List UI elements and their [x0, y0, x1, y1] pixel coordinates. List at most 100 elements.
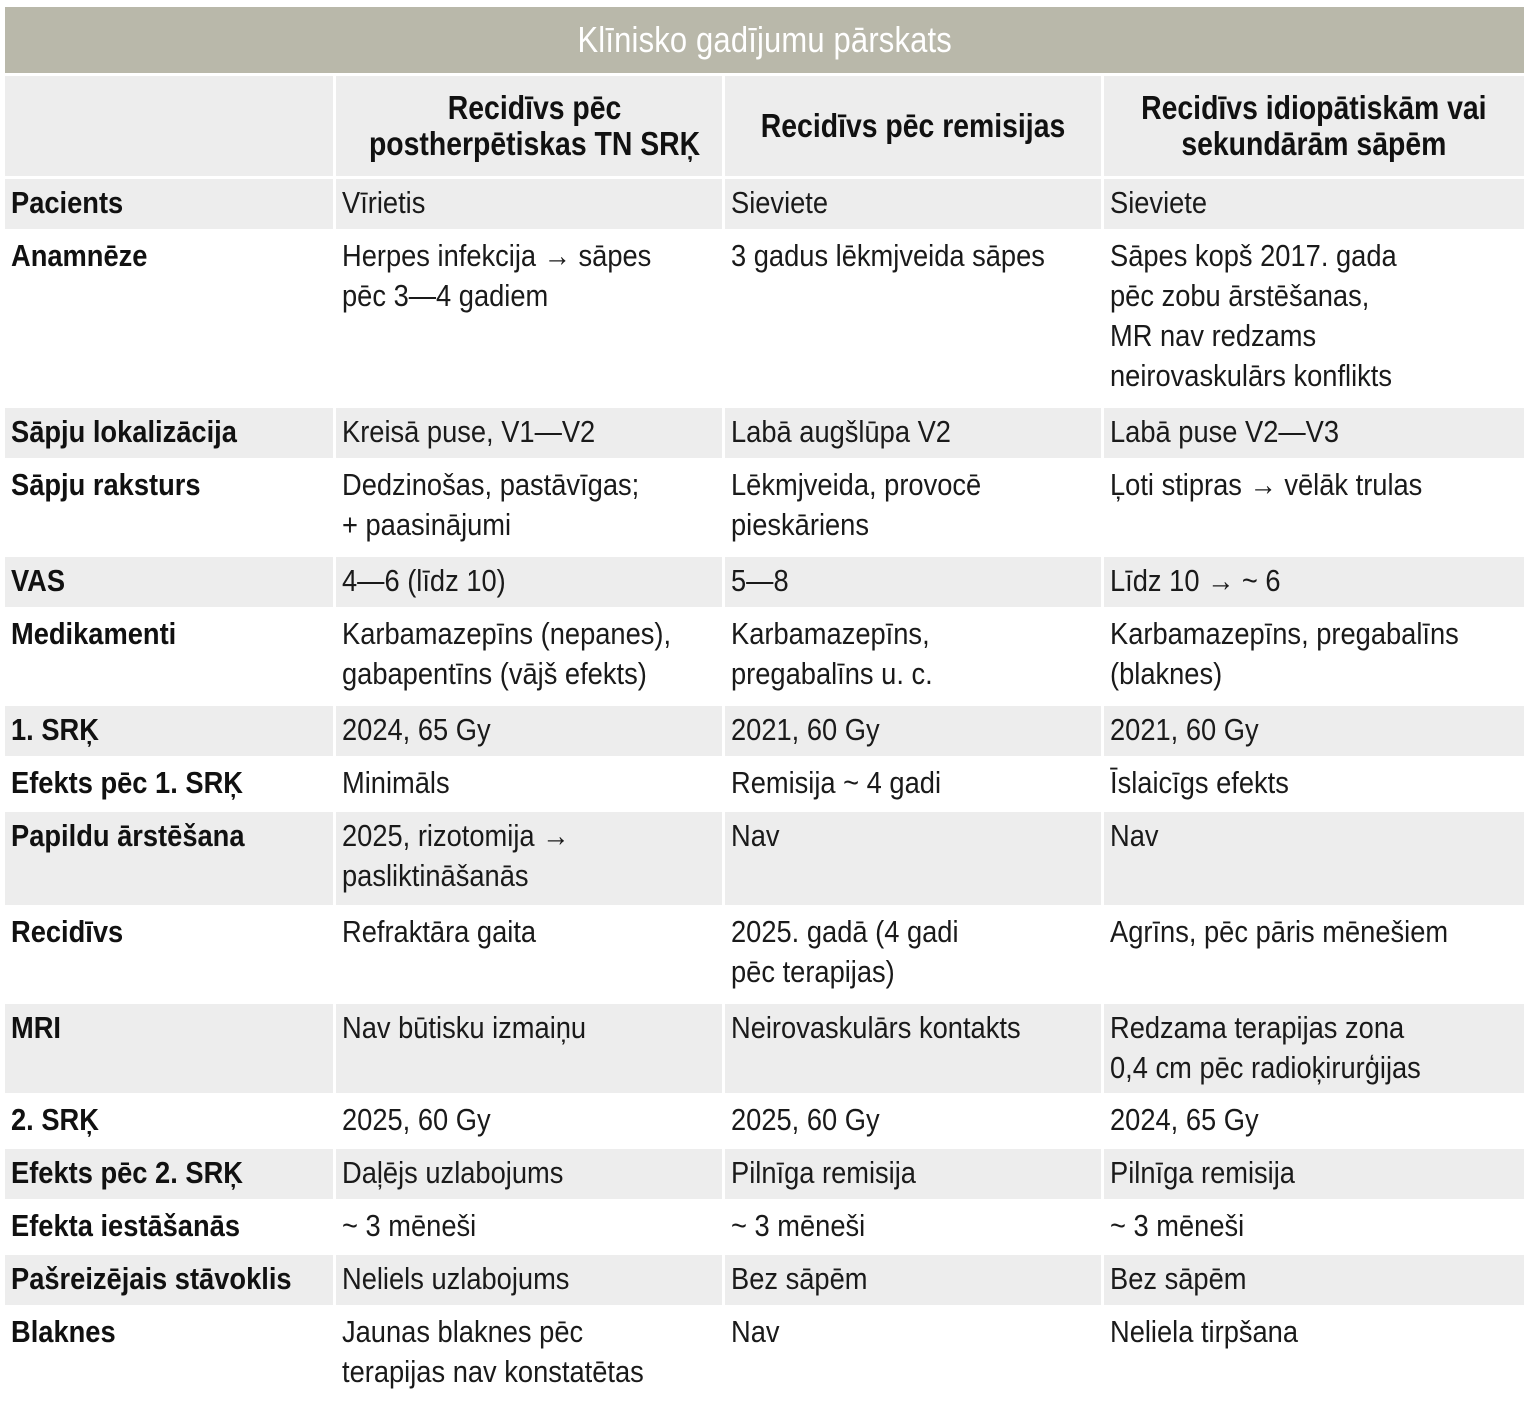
row-label-text: MRI	[11, 1010, 62, 1045]
table-cell-postherpetic: Refraktāra gaita	[333, 905, 725, 1004]
table-cell-remission: 2025. gadā (4 gadi pēc terapijas)	[722, 905, 1104, 1004]
table-row: Recidīvs Refraktāra gaita 2025. gadā (4 ga…	[2, 905, 1526, 1004]
cell-line: Bez sāpēm	[1110, 1261, 1247, 1296]
cell-text: 2021, 60 Gy	[1110, 710, 1259, 750]
table-cell-remission: Pilnīga remisija	[722, 1146, 1104, 1202]
cell-line: Bez sāpēm	[731, 1261, 868, 1296]
row-label: 1. SRĶ	[2, 703, 336, 759]
row-label-text: Papildu ārstēšana	[11, 818, 245, 853]
cell-line: 4—6 (līdz 10)	[342, 563, 506, 598]
table-row: Medikamenti Karbamazepīns (nepanes), gabap…	[2, 607, 1526, 706]
cell-text: Nav	[1110, 816, 1159, 856]
cell-line: Īslaicīgs efekts	[1110, 765, 1289, 800]
cell-text: 2025, 60 Gy	[342, 1100, 491, 1140]
cell-text: Dedzinošas, pastāvīgas; + paasinājumi	[342, 465, 639, 545]
cell-line: Neliela tirpšana	[1110, 1314, 1299, 1349]
cell-line: + paasinājumi	[342, 507, 512, 542]
row-label: MRI	[2, 1001, 336, 1096]
table-cell-idiopathic: Neliela tirpšana	[1100, 1305, 1526, 1404]
table-cell-postherpetic: ~ 3 mēneši	[333, 1199, 725, 1255]
cell-text: Kreisā puse, V1—V2	[342, 412, 595, 452]
table-cell-postherpetic: Neliels uzlabojums	[333, 1252, 725, 1308]
cell-text: Redzama terapijas zona 0,4 cm pēc radioķi…	[1110, 1008, 1421, 1088]
cell-line: Neliels uzlabojums	[342, 1261, 570, 1296]
table-cell-postherpetic: 2024, 65 Gy	[333, 703, 725, 759]
cell-line: Līdz 10 → ~ 6	[1110, 563, 1281, 598]
table-cell-postherpetic: 4—6 (līdz 10)	[333, 554, 725, 610]
table-cell-remission: 3 gadus lēkmjveida sāpes	[722, 229, 1104, 408]
table-row: Papildu ārstēšana 2025, rizotomija → pasli…	[2, 809, 1526, 908]
row-label-text: Medikamenti	[11, 616, 177, 651]
table-title-text: Klīnisko gadījumu pārskats	[577, 19, 952, 60]
cell-text: 2025, rizotomija → pasliktināšanās	[342, 816, 569, 896]
cell-text: Neirovaskulārs kontakts	[731, 1008, 1021, 1048]
row-label-text: Efekta iestāšanās	[11, 1208, 240, 1243]
cell-text: Remisija ~ 4 gadi	[731, 763, 941, 803]
title-row: Klīnisko gadījumu pārskats	[1, 4, 1526, 76]
cell-line: 5—8	[731, 563, 789, 598]
cell-line: terapijas nav konstatētas	[342, 1354, 644, 1389]
cell-text: Bez sāpēm	[1110, 1259, 1246, 1299]
cell-line: ~ 3 mēneši	[342, 1208, 477, 1243]
cell-line: Agrīns, pēc pāris mēnešiem	[1110, 914, 1449, 949]
table-row: Efekts pēc 1. SRĶ Minimāls Remisija ~ 4 ga…	[2, 756, 1526, 812]
table-cell-remission: Bez sāpēm	[722, 1252, 1104, 1308]
clinical-cases-table-container: Klīnisko gadījumu pārskats Recidīvs pēc …	[1, 4, 1526, 1404]
table-cell-postherpetic: Nav būtisku izmaiņu	[333, 1001, 725, 1096]
cell-line: ~ 3 mēneši	[1110, 1208, 1245, 1243]
cell-text: 5—8	[731, 561, 789, 601]
cell-line: Dedzinošas, pastāvīgas;	[342, 467, 640, 502]
cell-line: MR nav redzams	[1110, 318, 1317, 353]
cell-line: 2025, rizotomija →	[342, 818, 570, 853]
cell-line: Remisija ~ 4 gadi	[731, 765, 942, 800]
cell-text: Nav	[731, 816, 780, 856]
table-cell-idiopathic: 2024, 65 Gy	[1100, 1093, 1526, 1149]
table-row: 2. SRĶ 2025, 60 Gy 2025, 60 Gy 2024, 65 Gy	[2, 1093, 1526, 1149]
row-label: Pacients	[2, 176, 336, 232]
cell-text: ~ 3 mēneši	[1110, 1206, 1244, 1246]
cell-line: Pilnīga remisija	[731, 1155, 916, 1190]
column-header-remission: Recidīvs pēc remisijas	[722, 73, 1104, 179]
row-label: Pašreizējais stāvoklis	[2, 1252, 336, 1308]
table-cell-remission: 2021, 60 Gy	[722, 703, 1104, 759]
column-header-idiopathic: Recidīvs idiopātiskām vai sekundārām sāp…	[1100, 73, 1526, 179]
table-cell-remission: Labā augšlūpa V2	[722, 405, 1104, 461]
cell-text: Sāpes kopš 2017. gada pēc zobu ārstēšanas…	[1110, 236, 1397, 396]
table-row: Pašreizējais stāvoklis Neliels uzlabojums…	[2, 1252, 1526, 1308]
column-header-postherpetic: Recidīvs pēc postherpētiskas TN SRĶ	[333, 73, 725, 179]
table-cell-idiopathic: Pilnīga remisija	[1100, 1146, 1526, 1202]
cell-line: 2025, 60 Gy	[731, 1102, 880, 1137]
cell-line: Minimāls	[342, 765, 450, 800]
table-cell-remission: Nav	[722, 809, 1104, 908]
cell-text: Sieviete	[731, 183, 828, 223]
cell-text: 2024, 65 Gy	[1110, 1100, 1259, 1140]
table-row: Sāpju raksturs Dedzinošas, pastāvīgas; + p…	[2, 458, 1526, 557]
table-row: Efekts pēc 2. SRĶ Daļējs uzlabojums Pilnīg…	[2, 1146, 1526, 1202]
cell-line: 3 gadus lēkmjveida sāpes	[731, 238, 1045, 273]
table-cell-idiopathic: Nav	[1100, 809, 1526, 908]
column-header-empty	[2, 73, 336, 179]
cell-text: Nav	[731, 1312, 780, 1352]
cell-line: Nav	[731, 1314, 780, 1349]
cell-line: 2024, 65 Gy	[1110, 1102, 1259, 1137]
cell-line: Sieviete	[1110, 185, 1208, 220]
table-cell-postherpetic: Kreisā puse, V1—V2	[333, 405, 725, 461]
row-label: 2. SRĶ	[2, 1093, 336, 1149]
table-row: Pacients Vīrietis Sieviete Sieviete	[2, 176, 1526, 232]
column-header-line: sekundārām sāpēm	[1181, 125, 1447, 162]
row-label: VAS	[2, 554, 336, 610]
cell-line: pregabalīns u. c.	[731, 656, 933, 691]
cell-line: pēc zobu ārstēšanas,	[1110, 278, 1370, 313]
cell-line: Vīrietis	[342, 185, 426, 220]
cell-line: Refraktāra gaita	[342, 914, 537, 949]
table-cell-idiopathic: Agrīns, pēc pāris mēnešiem	[1100, 905, 1526, 1004]
table-cell-remission: Sieviete	[722, 176, 1104, 232]
column-header-line: Recidīvs pēc remisijas	[760, 107, 1066, 144]
row-label-text: 2. SRĶ	[11, 1102, 99, 1137]
cell-line: Jaunas blaknes pēc	[342, 1314, 584, 1349]
cell-text: 2021, 60 Gy	[731, 710, 880, 750]
table-cell-idiopathic: Līdz 10 → ~ 6	[1100, 554, 1526, 610]
cell-line: ~ 3 mēneši	[731, 1208, 866, 1243]
table-cell-idiopathic: 2021, 60 Gy	[1100, 703, 1526, 759]
table-cell-postherpetic: Herpes infekcija → sāpes pēc 3—4 gadiem	[333, 229, 725, 408]
